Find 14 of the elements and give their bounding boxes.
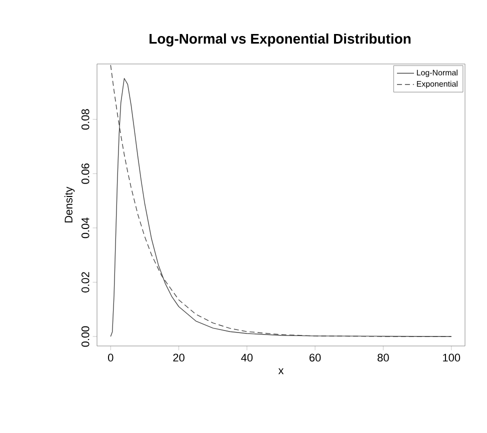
x-tick-label: 0 xyxy=(108,354,114,362)
chart-title: Log-Normal vs Exponential Distribution xyxy=(150,33,410,47)
y-axis-title: Density xyxy=(64,186,75,222)
y-tick-label: 0.02 xyxy=(81,272,90,292)
x-tick-label: 20 xyxy=(173,354,184,362)
x-tick-label: 40 xyxy=(241,354,253,362)
x-tick-label: 80 xyxy=(378,354,389,362)
x-axis-title: x xyxy=(278,368,284,374)
y-tick-label: 0.04 xyxy=(81,218,90,238)
x-tick-label: 60 xyxy=(310,354,321,362)
y-tick-label: 0.06 xyxy=(81,163,90,184)
y-tick-label: 0.00 xyxy=(81,326,90,347)
x-tick-label: 100 xyxy=(443,354,460,362)
y-tick-label: 0.08 xyxy=(81,109,90,130)
